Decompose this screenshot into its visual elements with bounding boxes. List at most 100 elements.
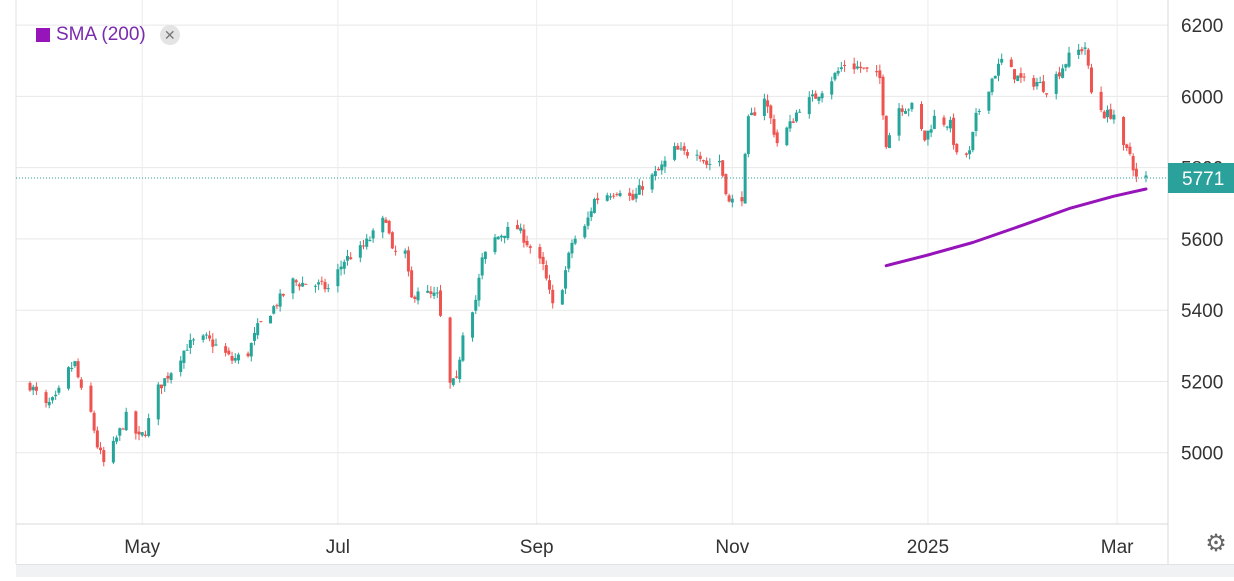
candle — [900, 104, 904, 116]
candle — [304, 283, 308, 285]
candle-body — [1109, 109, 1113, 119]
candle — [124, 407, 128, 432]
gear-icon[interactable]: ⚙ — [1205, 530, 1227, 557]
candle-body — [269, 315, 273, 324]
candle-body — [227, 350, 231, 355]
candle-body — [817, 96, 821, 101]
candle — [102, 446, 106, 467]
candle — [932, 109, 936, 130]
candle-body — [57, 387, 61, 393]
candle-body — [833, 73, 837, 80]
close-icon[interactable]: ✕ — [159, 25, 180, 45]
candle — [272, 304, 276, 315]
candle-body — [342, 261, 346, 269]
candle — [788, 114, 792, 132]
candle — [1134, 162, 1138, 183]
candle — [875, 65, 879, 77]
candle-body — [313, 285, 317, 287]
candle — [897, 103, 901, 141]
candle — [115, 435, 119, 445]
candle-body — [628, 192, 632, 196]
candle — [163, 378, 167, 392]
candle-body — [208, 335, 212, 339]
candle-body — [663, 160, 667, 167]
candle-body — [474, 299, 478, 311]
candle-body — [249, 342, 253, 357]
candle-body — [560, 290, 564, 305]
candle-body — [381, 217, 385, 233]
candle-body — [923, 130, 927, 141]
candle — [214, 338, 218, 347]
candle — [583, 224, 587, 240]
candle — [1016, 75, 1020, 82]
candle — [820, 91, 824, 103]
candle-body — [339, 266, 343, 270]
candle-body — [365, 238, 369, 247]
candle-body — [294, 280, 298, 283]
grid-layer — [16, 0, 1168, 524]
candle-body — [538, 247, 542, 259]
candle-body — [121, 428, 125, 430]
candle — [750, 107, 754, 116]
candle-body — [1144, 175, 1148, 178]
candle-body — [159, 384, 163, 389]
sma-layer — [884, 187, 1148, 268]
candle — [926, 130, 930, 146]
candle — [1077, 43, 1081, 59]
candle — [798, 108, 802, 113]
candle-body — [429, 291, 433, 294]
candle-body — [859, 66, 863, 69]
candle — [236, 352, 240, 364]
candle — [1000, 53, 1004, 66]
candle — [1080, 46, 1084, 55]
candle — [458, 356, 462, 383]
candle — [496, 236, 500, 240]
candle — [403, 248, 407, 259]
candle-body — [256, 323, 260, 336]
candle — [185, 344, 189, 351]
candle-body — [618, 193, 622, 196]
candle-body — [843, 64, 847, 66]
candle — [336, 263, 340, 293]
candle — [1083, 42, 1087, 56]
candle-body — [926, 130, 930, 140]
candle — [634, 187, 638, 203]
candle-body — [252, 332, 256, 341]
candle — [1067, 46, 1071, 69]
x-tick-label: Jul — [326, 537, 350, 558]
candle-body — [717, 160, 721, 163]
candle — [204, 332, 208, 340]
candle — [589, 207, 593, 222]
candle — [952, 113, 956, 150]
candle — [785, 126, 789, 147]
candle-body — [544, 265, 548, 279]
candle-body — [1000, 58, 1004, 63]
candle-body — [275, 305, 279, 307]
candle-body — [1086, 49, 1090, 66]
candle-body — [968, 150, 972, 155]
candle — [1019, 67, 1023, 83]
candle — [541, 252, 545, 271]
candle — [1035, 77, 1039, 90]
candle-body — [878, 70, 882, 79]
candle — [971, 131, 975, 153]
legend-sma[interactable]: SMA (200) ✕ — [36, 24, 180, 46]
candle-body — [115, 437, 119, 442]
candle-body — [182, 350, 186, 363]
candle — [1106, 105, 1110, 123]
candle-body — [435, 292, 439, 294]
candle — [358, 241, 362, 263]
candle-body — [945, 126, 949, 128]
candle-body — [772, 119, 776, 135]
candle-body — [1080, 49, 1084, 52]
candle-body — [1128, 146, 1132, 154]
candle-body — [791, 121, 795, 123]
candle — [852, 57, 856, 74]
legend-label: SMA (200) — [56, 24, 146, 45]
candle-body — [1019, 73, 1023, 78]
candle-body — [682, 146, 686, 151]
candle — [865, 67, 869, 73]
candle — [660, 160, 664, 175]
candle — [349, 252, 353, 260]
candle — [839, 61, 843, 72]
